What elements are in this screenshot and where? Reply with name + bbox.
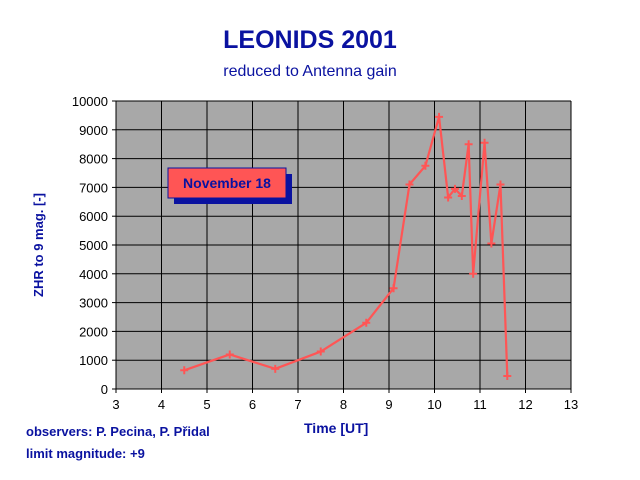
y-tick-label: 10000	[72, 94, 108, 109]
x-tick-label: 3	[112, 397, 119, 412]
y-tick-label: 4000	[79, 267, 108, 282]
data-point	[225, 350, 234, 359]
x-tick-label: 10	[427, 397, 441, 412]
y-tick-label: 3000	[79, 296, 108, 311]
data-point	[405, 180, 414, 189]
y-tick-label: 6000	[79, 209, 108, 224]
x-tick-label: 9	[385, 397, 392, 412]
legend-box-label: November 18	[183, 175, 271, 191]
data-point	[421, 161, 430, 170]
data-point	[503, 372, 512, 381]
data-point	[464, 140, 473, 149]
chart-title: LEONIDS 2001	[223, 26, 397, 54]
data-point	[362, 318, 371, 327]
x-tick-label: 5	[203, 397, 210, 412]
y-tick-label: 2000	[79, 324, 108, 339]
observers-note: observers: P. Pecina, P. Přidal	[26, 424, 210, 439]
data-point	[457, 192, 466, 201]
data-point	[487, 239, 496, 248]
data-point	[180, 366, 189, 375]
x-tick-label: 4	[158, 397, 165, 412]
data-point	[435, 112, 444, 121]
data-point	[480, 138, 489, 147]
x-tick-label: 6	[249, 397, 256, 412]
chart-subtitle: reduced to Antenna gain	[223, 63, 397, 80]
data-point	[469, 269, 478, 278]
data-point	[271, 364, 280, 373]
y-tick-label: 5000	[79, 238, 108, 253]
data-point	[316, 347, 325, 356]
data-point	[450, 184, 459, 193]
data-point	[496, 180, 505, 189]
y-tick-label: 7000	[79, 180, 108, 195]
x-tick-label: 8	[340, 397, 347, 412]
limit-magnitude-note: limit magnitude: +9	[26, 446, 145, 461]
x-tick-label: 12	[518, 397, 532, 412]
x-axis-label: Time [UT]	[304, 420, 369, 436]
data-point	[389, 284, 398, 293]
x-tick-label: 11	[473, 397, 487, 412]
x-tick-label: 13	[564, 397, 578, 412]
y-tick-label: 8000	[79, 152, 108, 167]
y-tick-label: 9000	[79, 123, 108, 138]
data-point	[444, 193, 453, 202]
x-tick-label: 7	[294, 397, 301, 412]
y-tick-label: 1000	[79, 353, 108, 368]
legend-box	[167, 167, 287, 199]
series-line	[183, 115, 509, 377]
y-tick-label: 0	[101, 382, 108, 397]
